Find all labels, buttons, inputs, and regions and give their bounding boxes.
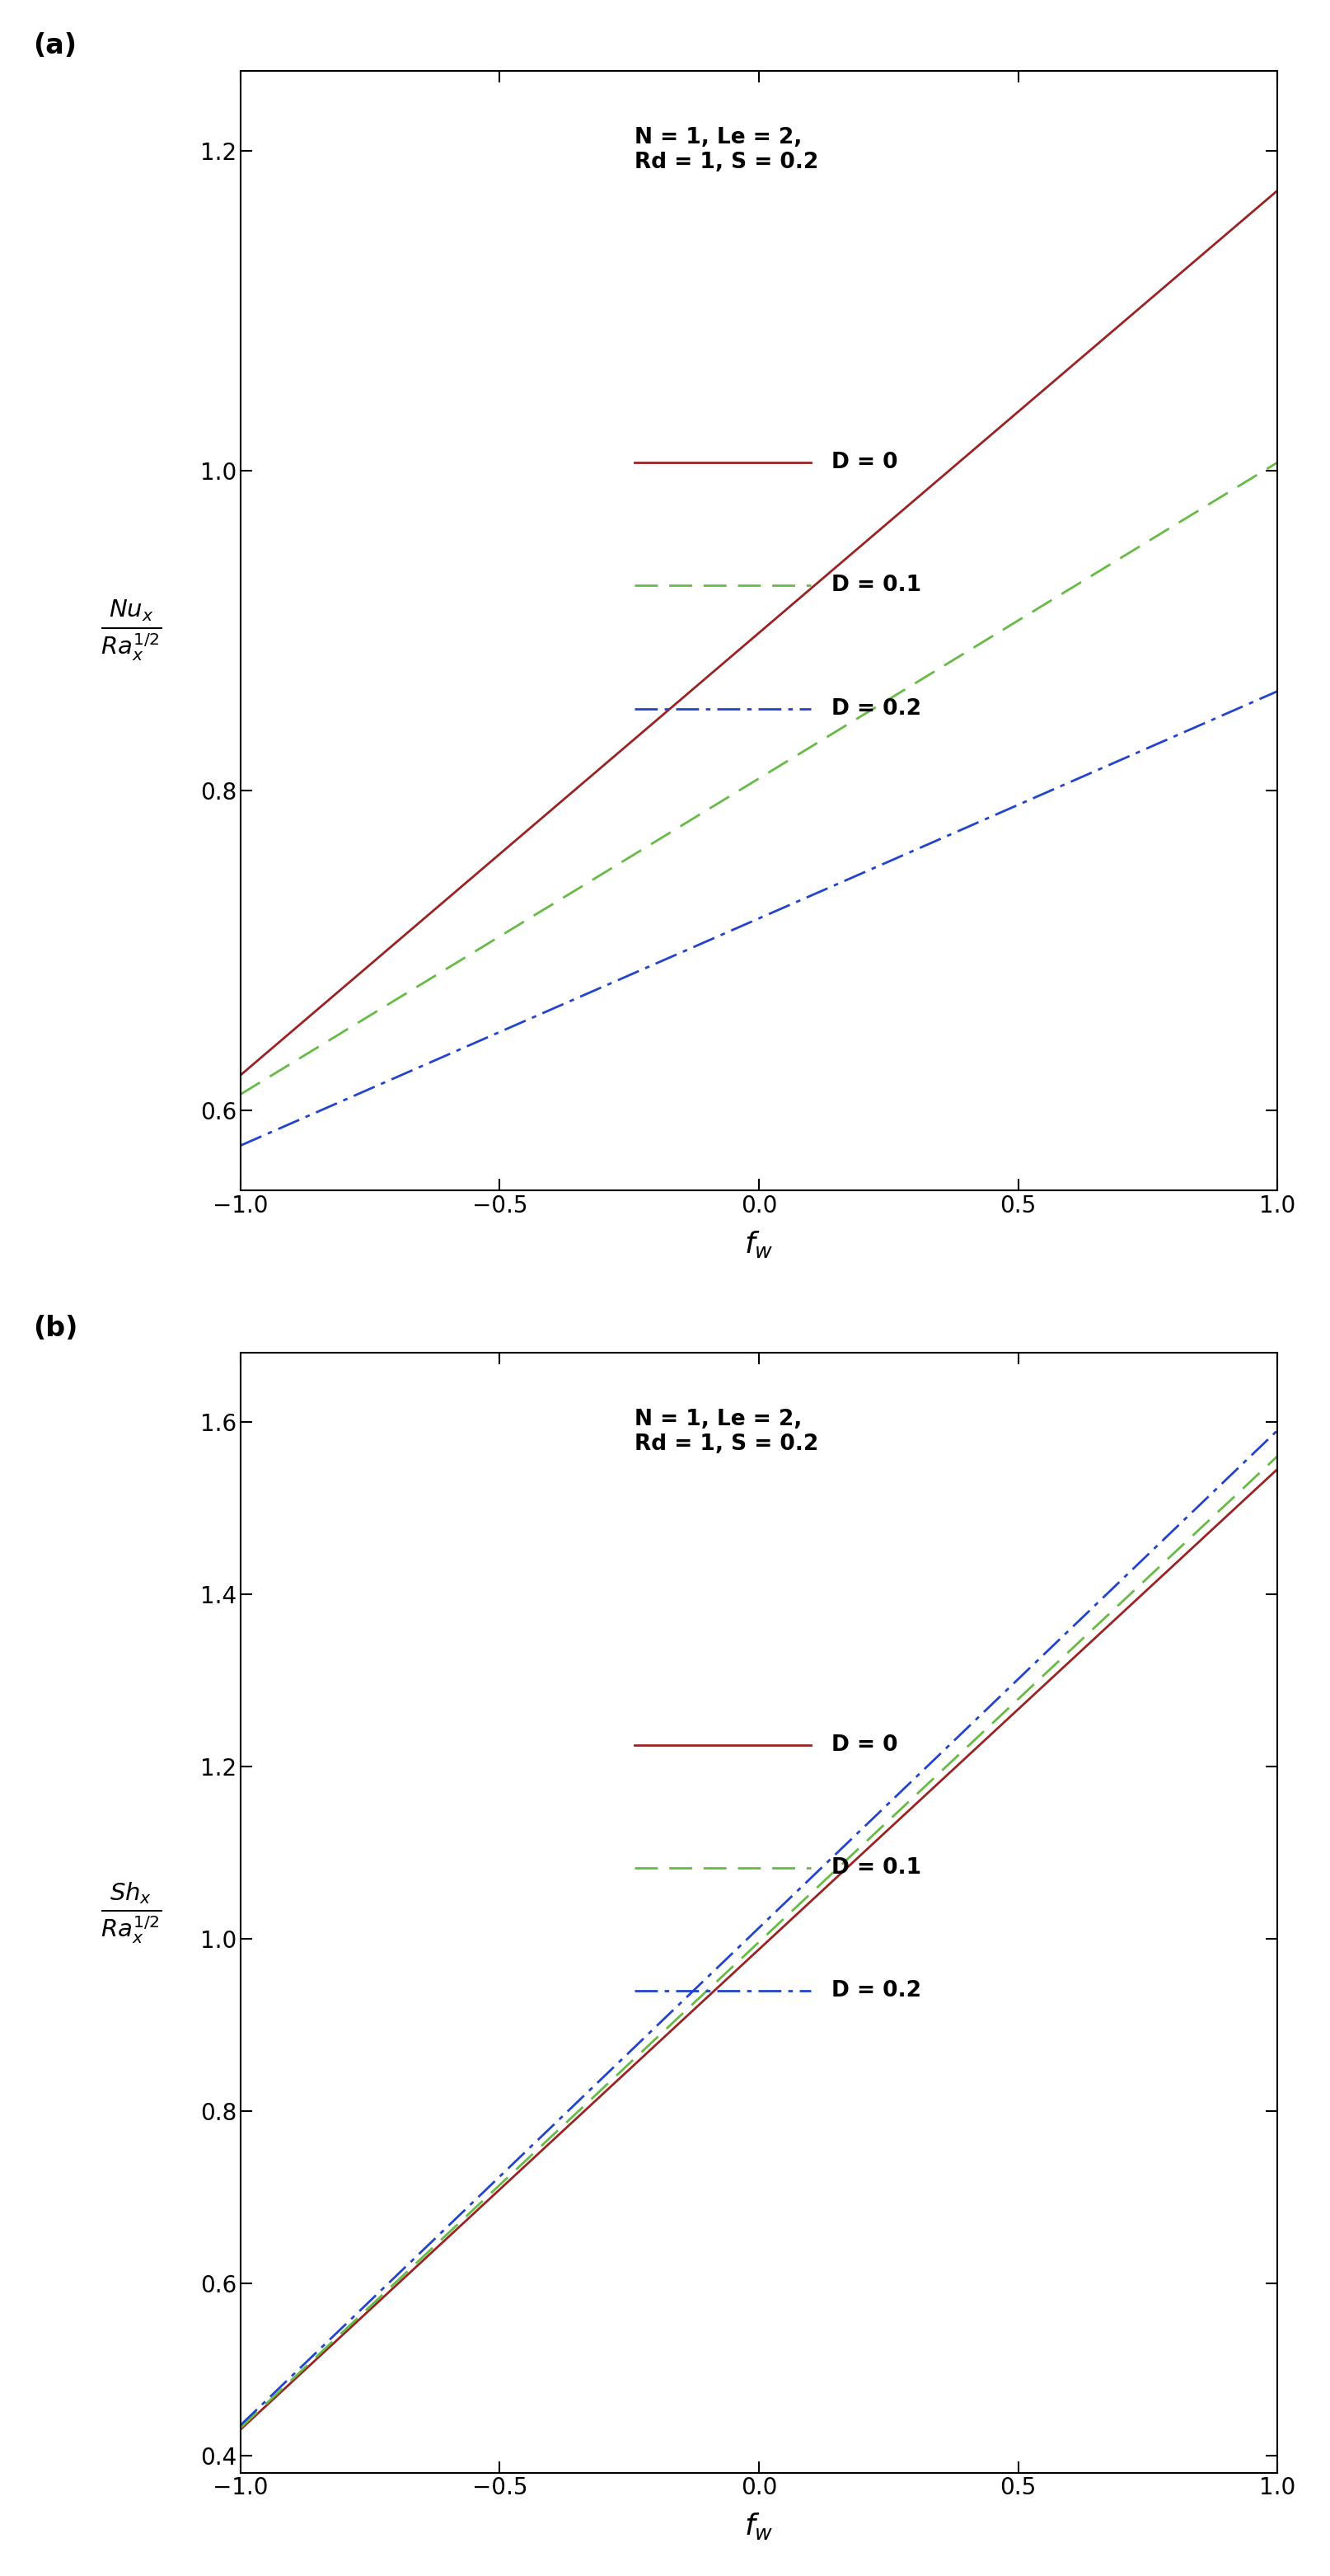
Y-axis label: $\frac{Sh_x}{Ra_x^{1/2}}$: $\frac{Sh_x}{Ra_x^{1/2}}$ xyxy=(101,1880,162,1945)
Text: D = 0: D = 0 xyxy=(831,451,898,474)
Text: D = 0: D = 0 xyxy=(831,1734,898,1754)
Text: D = 0.1: D = 0.1 xyxy=(831,1857,922,1878)
Text: (b): (b) xyxy=(33,1314,78,1342)
Text: D = 0.2: D = 0.2 xyxy=(831,1981,922,2002)
Y-axis label: $\frac{Nu_x}{Ra_x^{1/2}}$: $\frac{Nu_x}{Ra_x^{1/2}}$ xyxy=(101,598,162,662)
Text: D = 0.2: D = 0.2 xyxy=(831,698,922,719)
Text: N = 1, Le = 2,
Rd = 1, S = 0.2: N = 1, Le = 2, Rd = 1, S = 0.2 xyxy=(634,1409,818,1455)
X-axis label: $f_w$: $f_w$ xyxy=(745,2512,774,2543)
Text: D = 0.1: D = 0.1 xyxy=(831,574,922,598)
Text: (a): (a) xyxy=(33,31,77,59)
X-axis label: $f_w$: $f_w$ xyxy=(745,1229,774,1260)
Text: N = 1, Le = 2,
Rd = 1, S = 0.2: N = 1, Le = 2, Rd = 1, S = 0.2 xyxy=(634,126,818,173)
